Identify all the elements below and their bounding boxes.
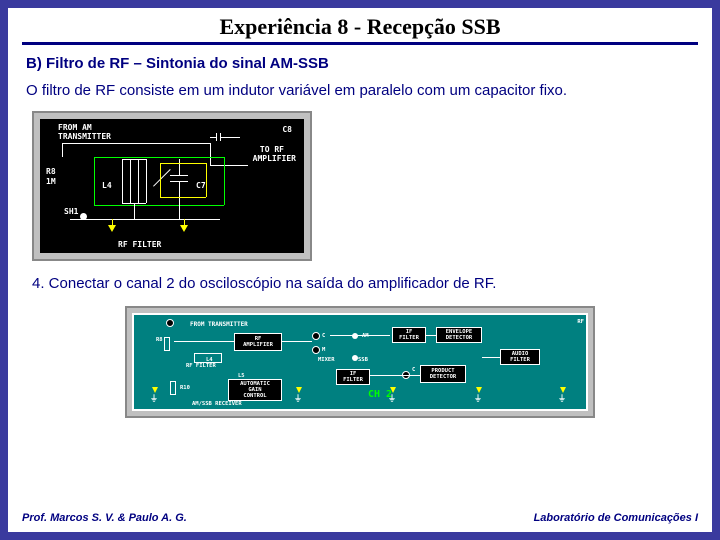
footer-authors: Prof. Marcos S. V. & Paulo A. G. [22, 512, 187, 524]
footer: Prof. Marcos S. V. & Paulo A. G. Laborat… [22, 512, 698, 524]
footer-lab: Laboratório de Comunicações I [534, 512, 698, 524]
label-from-tx: FROM TRANSMITTER [190, 321, 248, 328]
receiver-block-diagram: FROM TRANSMITTER R8 L4 R10 RF FILTER L5 … [125, 306, 595, 418]
label-r8-value: 1M [46, 177, 56, 186]
label-c2: C [412, 367, 415, 373]
block-agc: AUTOMATIC GAIN CONTROL [228, 379, 282, 401]
body-text: O filtro de RF consiste em um indutor va… [26, 82, 694, 99]
block-audio: AUDIO FILTER [500, 349, 540, 365]
label-c7: C7 [196, 181, 206, 190]
label-rf-filter: RF FILTER [118, 240, 161, 249]
page-title: Experiência 8 - Recepção SSB [22, 14, 698, 40]
rf-filter-diagram: FROM AM TRANSMITTER R8 1M C8 TO RF AMPLI… [32, 111, 312, 261]
label-c8: C8 [282, 125, 292, 134]
label-am: AM [362, 333, 369, 339]
label-d2-r8: R8 [156, 337, 163, 343]
label-m: M [322, 347, 325, 353]
content-area: B) Filtro de RF – Sintonia do sinal AM-S… [8, 45, 712, 428]
label-from-am: FROM AM [58, 123, 92, 132]
receiver-block-diagram-inner: FROM TRANSMITTER R8 L4 R10 RF FILTER L5 … [132, 313, 588, 411]
testpoint-input [166, 319, 174, 327]
label-sh1: SH1 [64, 207, 78, 216]
block-if-filter-bot: IF FILTER [336, 369, 370, 385]
label-l4: L4 [102, 181, 112, 190]
label-c1: C [322, 333, 325, 339]
label-r8: R8 [46, 167, 56, 176]
testpoint-m [312, 346, 320, 354]
testpoint-c [312, 332, 320, 340]
rf-filter-diagram-inner: FROM AM TRANSMITTER R8 1M C8 TO RF AMPLI… [40, 119, 304, 253]
label-amplifier: AMPLIFIER [253, 154, 296, 163]
label-d2-r10: R10 [180, 385, 190, 391]
label-mixer: MIXER [318, 357, 335, 363]
block-if-filter-top: IF FILTER [392, 327, 426, 343]
label-am-ssb: AM/SSB RECEIVER [192, 401, 242, 407]
block-product: PRODUCT DETECTOR [420, 365, 466, 383]
label-rf-out: RF [577, 319, 584, 325]
block-envelope: ENVELOPE DETECTOR [436, 327, 482, 343]
label-to-rf: TO RF [260, 145, 284, 154]
section-heading: B) Filtro de RF – Sintonia do sinal AM-S… [26, 55, 694, 72]
block-rf-amplifier: RF AMPLIFIER [234, 333, 282, 351]
step-instruction: 4. Conectar o canal 2 do osciloscópio na… [32, 275, 694, 292]
label-ssb: SSB [358, 357, 368, 363]
label-transmitter: TRANSMITTER [58, 132, 111, 141]
slide: Experiência 8 - Recepção SSB B) Filtro d… [8, 8, 712, 532]
label-d2-rf-filter: RF FILTER [186, 363, 216, 369]
title-bar: Experiência 8 - Recepção SSB [22, 8, 698, 45]
